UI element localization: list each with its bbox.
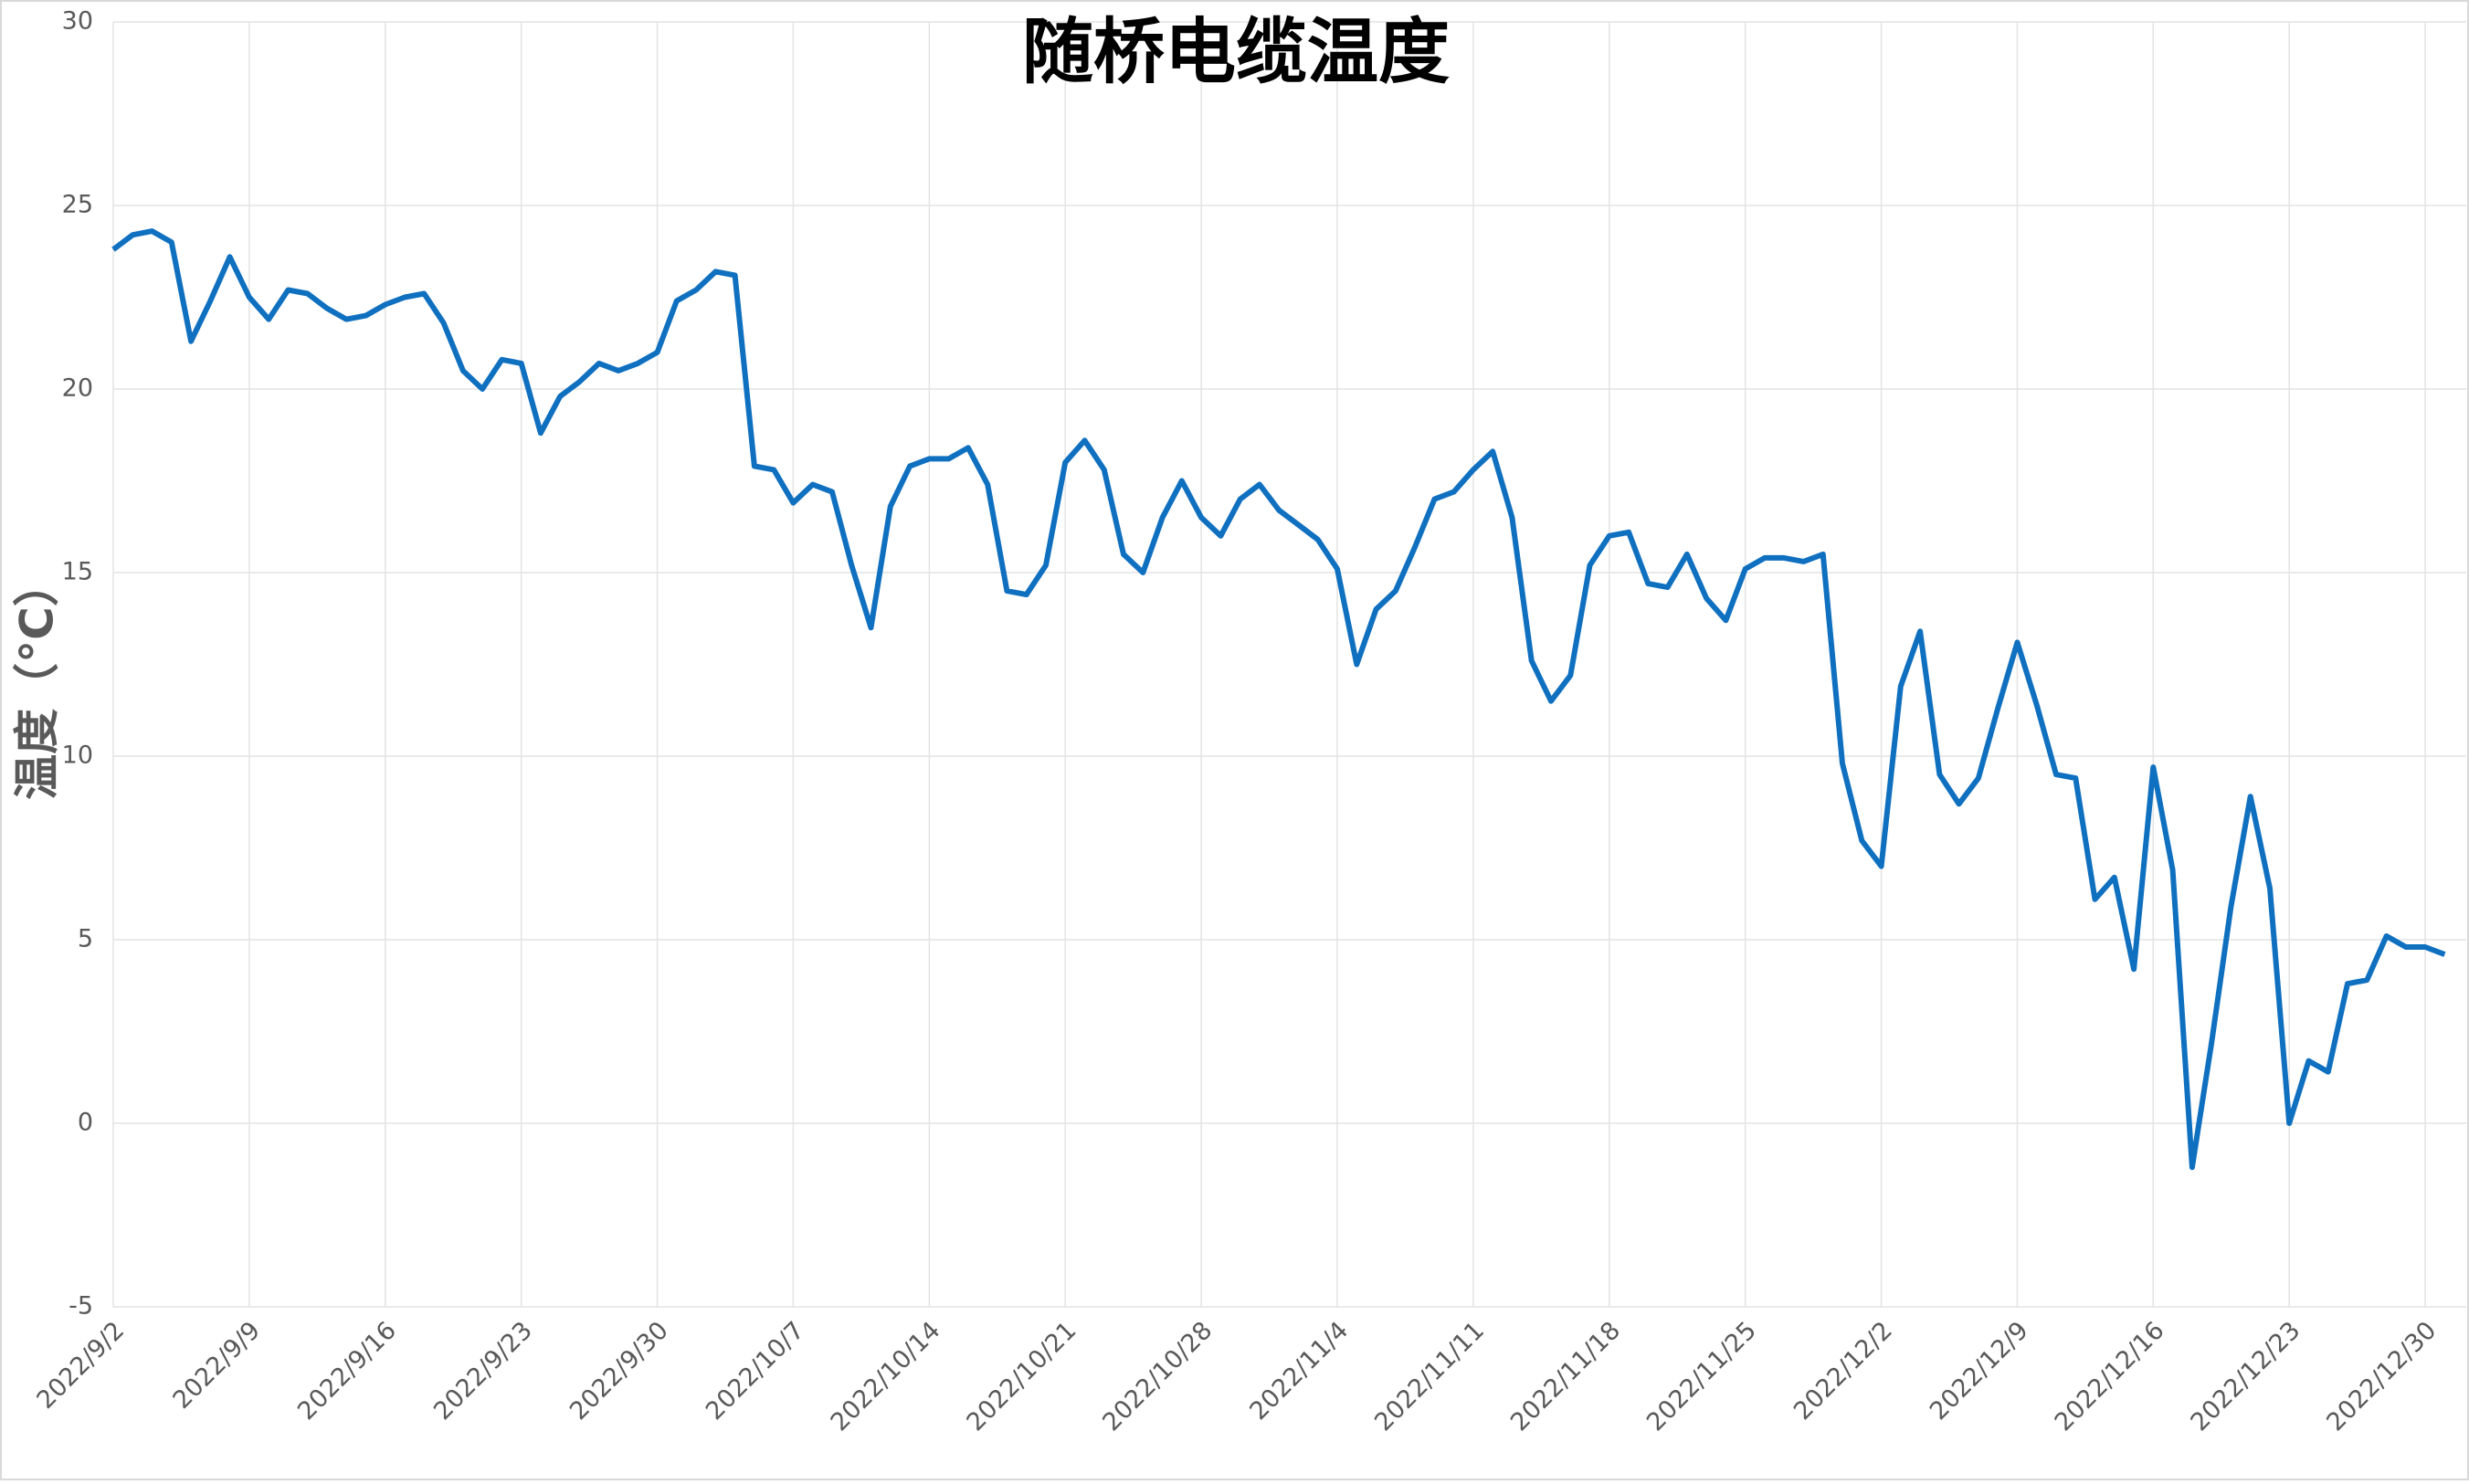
y-tick-label: 10 — [62, 742, 93, 770]
y-tick-label: 25 — [62, 191, 93, 219]
y-tick-label: -5 — [69, 1292, 93, 1321]
y-tick-label: 0 — [78, 1109, 93, 1137]
plot — [111, 228, 2446, 1171]
y-tick-label: 5 — [78, 925, 93, 953]
y-tick-label: 30 — [62, 7, 93, 36]
data-line — [111, 228, 2446, 1171]
y-tick-label: 15 — [62, 558, 93, 586]
y-axis-label: 温度（°C） — [11, 561, 64, 800]
chart-title: 随桥电缆温度 — [1022, 11, 1450, 93]
y-tick-label: 20 — [62, 374, 93, 403]
